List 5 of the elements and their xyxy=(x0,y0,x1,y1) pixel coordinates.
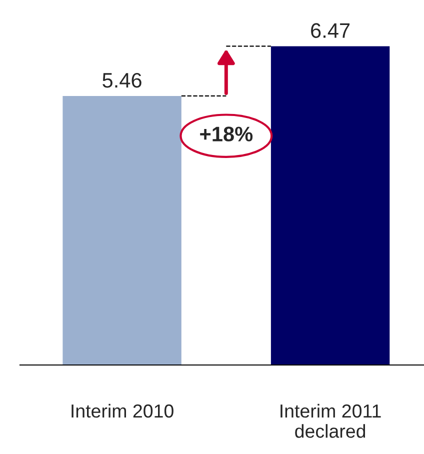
data-label: 6.47 xyxy=(311,23,350,38)
annotation: +18% xyxy=(200,126,253,142)
data-label: 5.46 xyxy=(102,72,142,88)
x-tick-label: Interim 2010 xyxy=(72,404,174,418)
x-tick-label: Interim 2011 declared xyxy=(280,404,381,438)
